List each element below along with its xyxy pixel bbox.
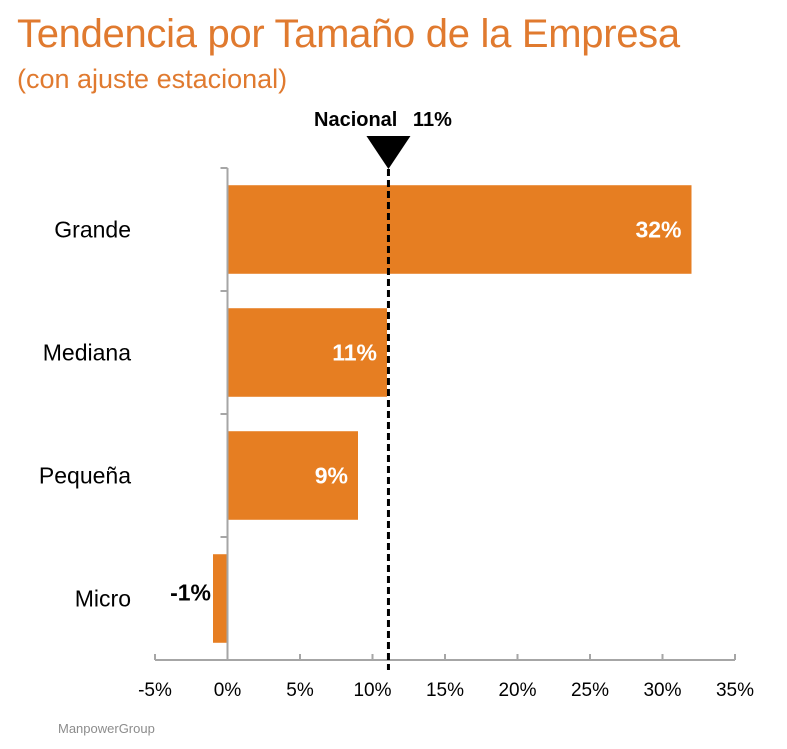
chart-title: Tendencia por Tamaño de la Empresa — [17, 12, 680, 56]
x-tick-label: 35% — [716, 680, 754, 701]
data-label: 9% — [315, 463, 348, 489]
data-label: -1% — [170, 580, 211, 606]
data-label: 32% — [635, 217, 681, 243]
bar-micro — [213, 554, 228, 643]
category-label: Mediana — [43, 340, 131, 366]
x-tick-label: 30% — [643, 680, 681, 701]
reference-line-group: Nacional 11% — [314, 109, 452, 670]
x-tick-label: 10% — [353, 680, 391, 701]
category-label: Grande — [54, 217, 131, 243]
bar-pequeña — [227, 431, 358, 520]
x-tick-label: 5% — [286, 680, 314, 701]
footer-brand: ManpowerGroup — [58, 721, 155, 736]
bar-mediana — [227, 308, 387, 397]
axes: -5% 0% 5% 10% 15% 20% 25% 30% 35% — [138, 167, 754, 701]
category-label: Pequeña — [39, 463, 131, 489]
data-label: 11% — [332, 340, 377, 366]
labels-layer: Grande 32% Mediana 11% Pequeña 9% Micro -1% — [39, 217, 682, 612]
bars-layer — [213, 185, 692, 643]
x-tick-label: 15% — [426, 680, 464, 701]
x-tick-label: 0% — [214, 680, 242, 701]
x-tick-label: 25% — [571, 680, 609, 701]
chart-subtitle: (con ajuste estacional) — [17, 64, 288, 94]
reference-marker-triangle — [366, 136, 411, 169]
reference-value: 11% — [413, 109, 452, 131]
x-tick-label: -5% — [138, 680, 172, 701]
x-tick-label: 20% — [498, 680, 536, 701]
category-label: Micro — [75, 586, 131, 612]
bar-grande — [227, 185, 692, 274]
reference-label: Nacional 11% — [314, 109, 452, 131]
reference-name: Nacional — [314, 109, 397, 131]
